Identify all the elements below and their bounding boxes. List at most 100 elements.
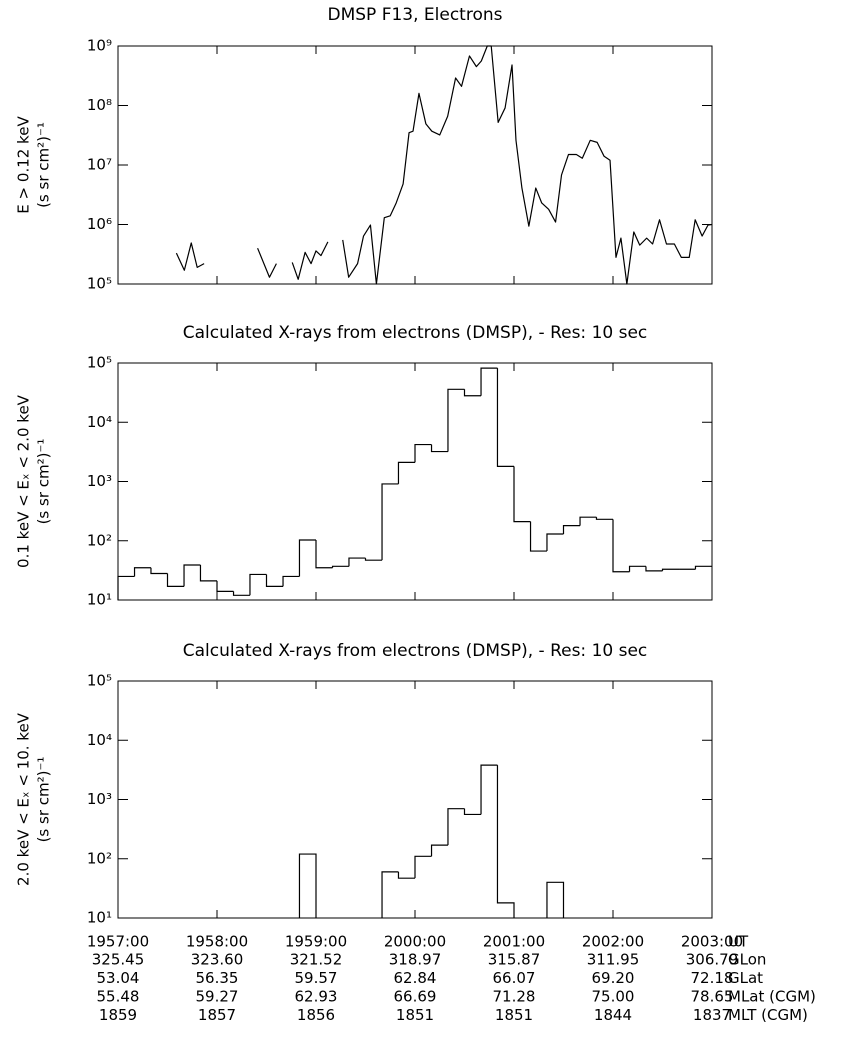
x-tick-label: 2000:00 [384,933,446,951]
y-tick-label: 10¹ [87,909,112,927]
histogram-bar [315,539,333,569]
y-axis-label: (s sr cm²)⁻¹ [35,757,53,843]
x-row-label: 59.27 [196,988,239,1006]
x-row-label: 1837 [693,1006,731,1024]
y-tick-label: 10⁴ [87,413,112,431]
y-tick-label: 10⁴ [87,731,112,749]
histogram-bar [331,565,349,568]
histogram-bar [546,881,565,918]
y-tick-label: 10¹ [87,591,112,609]
histogram-bar [645,566,663,572]
histogram-bar [513,466,531,523]
histogram-bar [150,567,168,575]
histogram-bar [298,853,317,918]
histogram-bar [480,764,498,815]
x-row-label: 55.48 [97,988,140,1006]
y-axis-label: (s sr cm²)⁻¹ [35,439,53,525]
histogram-bar [529,521,547,552]
histogram-bar [694,565,712,570]
x-row-name: GLat [728,969,763,987]
chart-title: Calculated X-rays from electrons (DMSP),… [183,323,648,343]
y-tick-label: 10⁵ [87,354,112,372]
histogram-bar [364,558,383,561]
histogram-bar [232,591,250,596]
histogram-bar [546,533,564,552]
histogram-bar [166,573,185,587]
x-axis-label: UT [728,933,749,951]
data-line [175,45,713,285]
x-row-label: 1859 [99,1006,137,1024]
x-row-label: 59.57 [295,969,338,987]
x-row-label: 66.69 [394,988,437,1006]
histogram-bar [661,568,680,571]
histogram-bar [381,483,399,561]
histogram-bar [496,765,515,918]
x-row-label: 1857 [198,1006,236,1024]
x-row-label: 311.95 [587,951,640,969]
y-axis-label: (s sr cm²)⁻¹ [35,122,53,208]
histogram-bar [117,575,135,600]
histogram-bar [282,575,300,587]
x-row-label: 78.65 [691,988,734,1006]
histogram-bar [348,557,366,567]
x-row-label: 1856 [297,1006,335,1024]
histogram-bar [447,388,465,452]
histogram-bar [133,567,151,577]
histogram-bar [430,444,448,453]
x-row-label: 71.28 [493,988,536,1006]
histogram-bar [397,461,415,484]
x-row-label: 66.07 [493,969,536,987]
x-row-name: MLT (CGM) [728,1006,808,1024]
x-row-label: 1844 [594,1006,632,1024]
x-row-label: 56.35 [196,969,239,987]
histogram-bar [463,389,482,397]
histogram-bar [414,443,432,463]
histogram-bar [463,808,482,816]
x-tick-label: 1959:00 [285,933,347,951]
x-tick-label: 2002:00 [582,933,644,951]
y-tick-label: 10⁷ [87,156,112,174]
x-row-name: MLat (CGM) [728,988,816,1006]
x-tick-label: 1957:00 [87,933,149,951]
x-row-label: 325.45 [92,951,145,969]
histogram-bar [265,574,284,587]
x-row-label: 321.52 [290,951,343,969]
x-tick-label: 1958:00 [186,933,248,951]
chart-title: DMSP F13, Electrons [327,5,502,25]
y-tick-label: 10³ [87,472,112,490]
x-row-label: 315.87 [488,951,541,969]
y-tick-label: 10⁹ [87,37,112,55]
x-row-label: 69.20 [592,969,635,987]
histogram-bar [480,367,498,396]
x-row-name: GLon [728,951,766,969]
histogram-bar [447,808,465,846]
histogram-bar [414,855,432,879]
x-tick-label: 2003:00 [681,933,743,951]
y-axis-label: E > 0.12 keV [15,116,33,214]
y-tick-label: 10² [87,849,112,867]
histogram-bar [628,565,646,572]
y-tick-label: 10² [87,531,112,549]
y-tick-label: 10⁵ [87,672,112,690]
histogram-bar [496,368,514,467]
x-row-label: 62.84 [394,969,437,987]
x-row-label: 323.60 [191,951,244,969]
y-tick-label: 10³ [87,790,112,808]
x-row-label: 72.18 [691,969,734,987]
histogram-bar [612,519,630,573]
plot-frame [117,680,713,919]
x-row-label: 53.04 [97,969,140,987]
histogram-bar [249,573,267,596]
histogram-bar [298,539,316,577]
chart-title: Calculated X-rays from electrons (DMSP),… [183,641,648,661]
x-row-label: 1851 [396,1006,434,1024]
histogram-bar [430,844,448,857]
plot-frame [117,45,713,285]
histogram-bar [397,871,415,879]
y-axis-label: 0.1 keV < Eₓ < 2.0 keV [15,394,33,568]
x-row-label: 75.00 [592,988,635,1006]
x-row-label: 1851 [495,1006,533,1024]
histogram-bar [579,516,597,526]
y-axis-label: 2.0 keV < Eₓ < 10. keV [15,712,33,886]
